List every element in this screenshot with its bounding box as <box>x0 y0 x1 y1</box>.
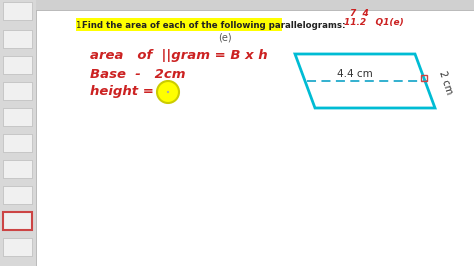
Text: height =: height = <box>90 85 158 98</box>
Text: area   of  ||gram = B x h: area of ||gram = B x h <box>90 49 268 63</box>
Bar <box>0 0 36 266</box>
Bar <box>36 0 474 10</box>
Bar <box>3 82 32 100</box>
Bar <box>3 160 32 178</box>
Bar <box>3 134 32 152</box>
Bar <box>3 2 32 20</box>
Bar <box>3 56 32 74</box>
Bar <box>3 212 32 230</box>
Text: 2 cm: 2 cm <box>437 70 454 96</box>
Circle shape <box>167 91 169 93</box>
Text: 7  4: 7 4 <box>350 10 369 19</box>
Text: 11.2   Q1(e): 11.2 Q1(e) <box>344 18 404 27</box>
Bar <box>3 108 32 126</box>
Text: 4.4 cm: 4.4 cm <box>337 69 373 79</box>
Text: (e): (e) <box>218 33 232 43</box>
Text: Base  -   2cm: Base - 2cm <box>90 68 185 81</box>
Bar <box>3 238 32 256</box>
Circle shape <box>157 81 179 103</box>
Bar <box>421 75 427 81</box>
Text: Find the area of each of the following parallelograms:: Find the area of each of the following p… <box>82 20 346 30</box>
Text: 1.: 1. <box>76 20 87 30</box>
Bar <box>3 186 32 204</box>
Bar <box>76 18 282 31</box>
Bar <box>3 30 32 48</box>
